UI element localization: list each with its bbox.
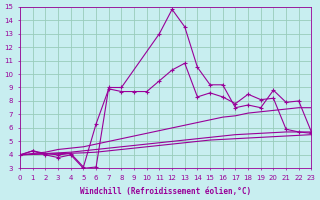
X-axis label: Windchill (Refroidissement éolien,°C): Windchill (Refroidissement éolien,°C) bbox=[80, 187, 251, 196]
